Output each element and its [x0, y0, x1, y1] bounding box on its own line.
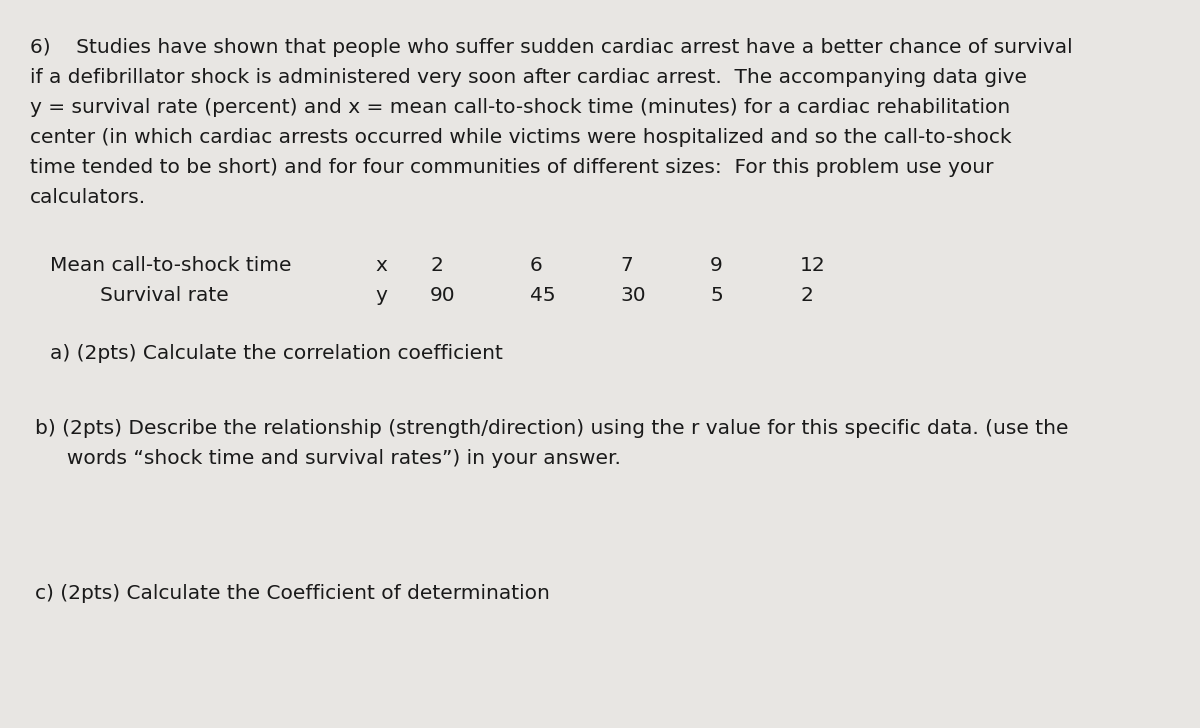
Text: time tended to be short) and for four communities of different sizes:  For this : time tended to be short) and for four co…	[30, 158, 994, 177]
Text: 9: 9	[710, 256, 722, 275]
Text: 12: 12	[800, 256, 826, 275]
Text: y: y	[374, 286, 386, 305]
Text: Survival rate: Survival rate	[100, 286, 229, 305]
Text: x: x	[374, 256, 386, 275]
Text: Mean call-to-shock time: Mean call-to-shock time	[50, 256, 292, 275]
Text: 5: 5	[710, 286, 722, 305]
Text: calculators.: calculators.	[30, 188, 146, 207]
Text: words “shock time and survival rates”) in your answer.: words “shock time and survival rates”) i…	[35, 449, 620, 468]
Text: if a defibrillator shock is administered very soon after cardiac arrest.  The ac: if a defibrillator shock is administered…	[30, 68, 1027, 87]
Text: c) (2pts) Calculate the Coefficient of determination: c) (2pts) Calculate the Coefficient of d…	[35, 584, 550, 603]
Text: 6)    Studies have shown that people who suffer sudden cardiac arrest have a bet: 6) Studies have shown that people who su…	[30, 38, 1073, 57]
Text: 6: 6	[530, 256, 542, 275]
Text: a) (2pts) Calculate the correlation coefficient: a) (2pts) Calculate the correlation coef…	[50, 344, 503, 363]
Text: 2: 2	[800, 286, 812, 305]
Text: center (in which cardiac arrests occurred while victims were hospitalized and so: center (in which cardiac arrests occurre…	[30, 128, 1012, 147]
Text: 7: 7	[620, 256, 632, 275]
Text: 90: 90	[430, 286, 456, 305]
Text: 2: 2	[430, 256, 443, 275]
Text: 30: 30	[620, 286, 646, 305]
Text: 45: 45	[530, 286, 556, 305]
Text: y = survival rate (percent) and x = mean call-to-shock time (minutes) for a card: y = survival rate (percent) and x = mean…	[30, 98, 1010, 117]
Text: b) (2pts) Describe the relationship (strength/direction) using the r value for t: b) (2pts) Describe the relationship (str…	[35, 419, 1068, 438]
